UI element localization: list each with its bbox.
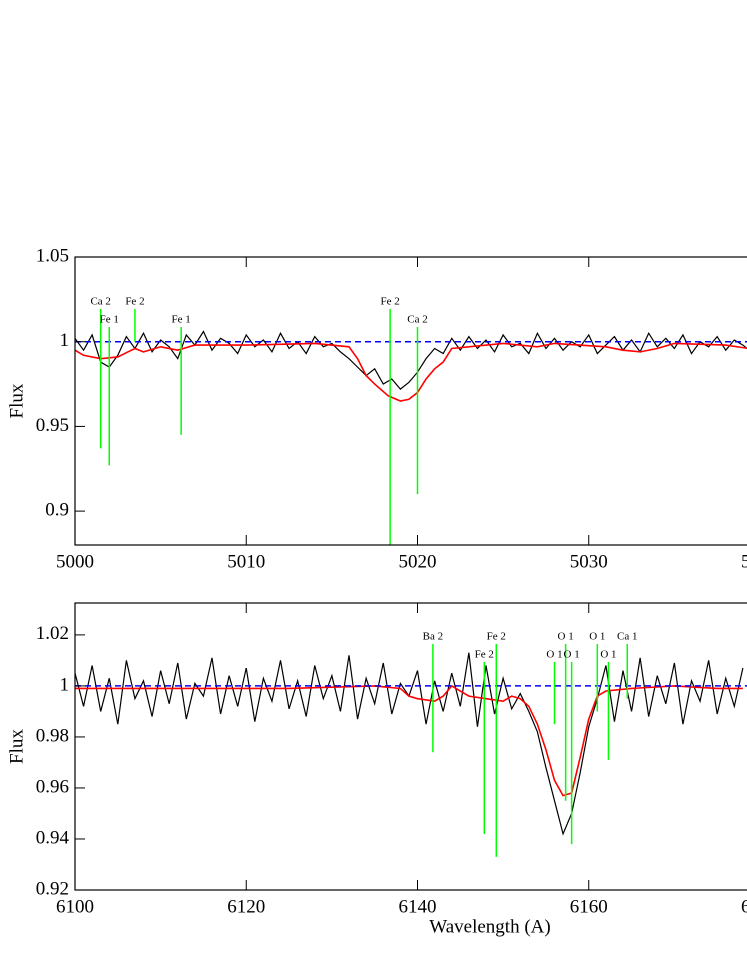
y-tick-label: 1.02 [36,623,69,644]
line-id-label: O 1 [589,631,605,643]
x-axis-label: Wavelength (A) [429,916,550,937]
x-tick-label: 6100 [56,896,94,917]
x-tick-label: 5010 [227,551,265,572]
x-tick-label: 6120 [227,896,265,917]
line-id-label: Fe 2 [487,631,506,643]
line-id-label: O 1 [564,649,580,661]
y-tick-label: 1.05 [36,245,69,266]
y-tick-label: 1 [60,674,70,695]
line-id-label: O 1 [600,649,616,661]
line-id-label: Ba 2 [423,631,443,643]
y-tick-label: 0.98 [36,725,69,746]
x-tick-label: 6160 [570,896,608,917]
x-tick-label: 5030 [570,551,608,572]
y-tick-label: 0.96 [36,776,69,797]
plot-frame [74,256,747,546]
y-axis-label: Flux [6,383,27,418]
y-axis-label: Flux [6,729,27,764]
x-tick-label: 6180 [741,896,747,917]
line-id-label: Fe 2 [475,649,494,661]
line-id-label: Ca 2 [407,314,427,326]
y-tick-label: 0.9 [45,499,69,520]
line-id-label: O 1 [546,649,562,661]
spectrum-line [75,330,747,390]
x-tick-label: 5040 [741,551,747,572]
y-tick-label: 1 [60,330,70,351]
line-id-label: O 1 [558,631,574,643]
plot-area [75,309,747,545]
x-tick-label: 6140 [399,896,437,917]
plot-area [75,644,747,857]
spectrum-line [75,684,743,797]
x-tick-label: 5020 [399,551,437,572]
spectrum-line [75,652,744,836]
line-id-label: Fe 2 [380,296,399,308]
line-id-label: Ca 2 [90,296,110,308]
y-tick-label: 0.94 [36,827,70,848]
spectrum-line [75,342,747,402]
y-tick-label: 0.92 [36,878,69,899]
line-id-label: Fe 1 [100,314,119,326]
x-tick-label: 5000 [56,551,94,572]
line-id-label: Fe 2 [125,296,144,308]
y-tick-label: 0.95 [36,415,69,436]
line-id-label: Fe 1 [172,314,191,326]
line-id-label: Ca 1 [617,631,637,643]
plot-frame [74,602,747,891]
